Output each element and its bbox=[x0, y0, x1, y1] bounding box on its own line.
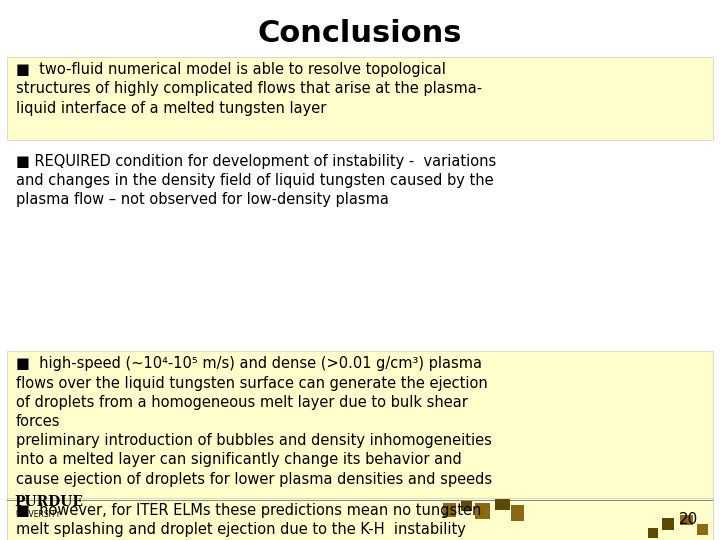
Text: ■ REQUIRED condition for development of instability -  variations
and changes in: ■ REQUIRED condition for development of … bbox=[16, 154, 496, 207]
Bar bbox=[7, 148, 713, 235]
Text: ■  however, for ITER ELMs these predictions mean no tungsten
melt splashing and : ■ however, for ITER ELMs these predictio… bbox=[16, 503, 490, 540]
Bar bbox=[443, 503, 456, 517]
Text: 20: 20 bbox=[679, 511, 698, 526]
Bar bbox=[662, 518, 674, 530]
Bar bbox=[7, 57, 713, 140]
Bar bbox=[475, 503, 490, 519]
Bar bbox=[7, 500, 713, 501]
Bar bbox=[7, 498, 713, 540]
Text: ■  high-speed (~10⁴-10⁵ m/s) and dense (>0.01 g/cm³) plasma
flows over the liqui: ■ high-speed (~10⁴-10⁵ m/s) and dense (>… bbox=[16, 356, 492, 487]
Text: UNIVERSITY: UNIVERSITY bbox=[16, 510, 61, 519]
Bar bbox=[697, 524, 708, 535]
Bar bbox=[7, 351, 713, 540]
Text: PURDUE: PURDUE bbox=[14, 495, 84, 509]
Text: ■  two-fluid numerical model is able to resolve topological
structures of highly: ■ two-fluid numerical model is able to r… bbox=[16, 62, 482, 116]
Bar bbox=[511, 505, 524, 521]
Text: Conclusions: Conclusions bbox=[258, 19, 462, 48]
Bar bbox=[648, 528, 658, 538]
Bar bbox=[461, 501, 472, 511]
Bar bbox=[680, 515, 693, 525]
Bar bbox=[495, 499, 510, 510]
